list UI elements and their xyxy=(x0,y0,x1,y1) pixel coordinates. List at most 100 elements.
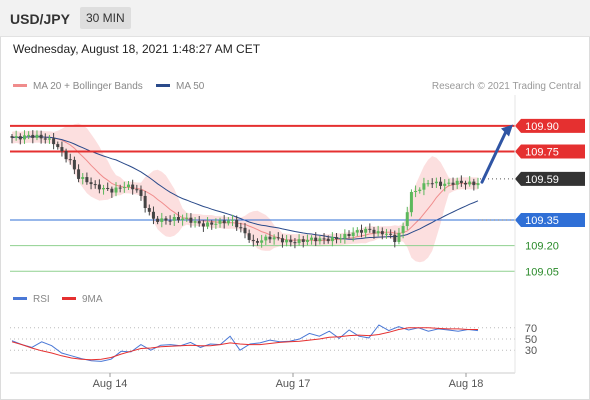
candle-up xyxy=(476,183,480,186)
candle-down xyxy=(326,238,330,242)
candle-down xyxy=(139,189,143,196)
candle-down xyxy=(143,195,147,209)
ma20-legend-swatch xyxy=(13,84,27,87)
candle-up xyxy=(305,239,309,242)
candle-up xyxy=(355,230,359,233)
candle-up xyxy=(114,187,118,193)
candle-up xyxy=(272,237,276,240)
candle-down xyxy=(239,227,243,229)
candle-up xyxy=(22,135,26,140)
candle-down xyxy=(335,237,339,240)
candle-down xyxy=(168,220,172,222)
candle-up xyxy=(172,216,176,221)
candle-down xyxy=(97,184,101,190)
candle-up xyxy=(318,238,322,242)
candle-up xyxy=(409,191,413,213)
candle-down xyxy=(85,177,89,183)
candle-up xyxy=(455,180,459,185)
candle-up xyxy=(185,217,189,219)
candle-up xyxy=(426,183,430,185)
candle-up xyxy=(218,220,222,224)
candle-down xyxy=(360,230,363,233)
level-label-109.05: 109.05 xyxy=(525,266,559,278)
level-tag-bg xyxy=(515,118,585,133)
ma50-legend-swatch xyxy=(156,84,170,87)
candle-up xyxy=(297,239,301,244)
candle-down xyxy=(222,220,226,224)
candle-down xyxy=(197,221,201,224)
candle-up xyxy=(401,226,405,233)
price-levels: 109.90 109.75 109.59 109.35 109.20 109.05 xyxy=(10,118,585,278)
x-tick-label: Aug 17 xyxy=(276,378,311,390)
candle-up xyxy=(330,237,334,242)
rsi-tick-50: 50 xyxy=(525,334,537,346)
x-axis: Aug 14 Aug 17 Aug 18 xyxy=(10,95,516,390)
candle-up xyxy=(264,236,268,241)
candle-up xyxy=(414,190,418,192)
candle-down xyxy=(247,233,251,240)
level-tag-bg xyxy=(515,144,585,159)
candle-down xyxy=(201,223,205,227)
candle-down xyxy=(31,134,35,138)
candle-down xyxy=(39,134,43,139)
candle-down xyxy=(156,218,160,222)
candle-up xyxy=(226,220,230,224)
level-tag-bg xyxy=(515,171,585,186)
candlesticks xyxy=(10,130,480,249)
candle-down xyxy=(293,242,297,244)
candle-down xyxy=(451,182,455,185)
candle-down xyxy=(131,184,135,190)
candle-up xyxy=(35,134,39,138)
candle-down xyxy=(10,136,14,138)
candle-up xyxy=(434,181,438,184)
level-tag-109.75: 109.75 xyxy=(515,144,585,159)
candle-up xyxy=(310,237,314,240)
level-tag-109.59: 109.59 xyxy=(515,171,585,186)
candle-down xyxy=(72,159,76,170)
candle-down xyxy=(176,216,180,221)
rsi-tick-70: 70 xyxy=(525,323,537,335)
rsi-tick-30: 30 xyxy=(525,345,537,357)
candle-up xyxy=(47,138,51,140)
x-tick-label: Aug 18 xyxy=(449,378,484,390)
x-tick-label: Aug 14 xyxy=(93,378,128,390)
arrow-head xyxy=(501,124,513,137)
candle-up xyxy=(231,219,235,221)
candle-up xyxy=(181,218,185,221)
candle-up xyxy=(418,189,422,191)
bollinger-band-area xyxy=(12,123,478,263)
candle-down xyxy=(347,233,351,237)
candle-up xyxy=(397,232,401,243)
interval-button[interactable]: 30 MIN xyxy=(80,7,131,29)
candle-down xyxy=(110,188,114,193)
candle-up xyxy=(127,184,130,188)
level-label-109.20: 109.20 xyxy=(525,241,559,253)
level-tag-bg xyxy=(515,212,585,227)
candle-down xyxy=(268,236,272,240)
candle-down xyxy=(18,136,22,140)
candle-up xyxy=(102,187,106,190)
header-bar: USD/JPY 30 MIN xyxy=(0,0,590,37)
candle-up xyxy=(206,222,210,227)
ma50-legend-label: MA 50 xyxy=(176,81,205,92)
candle-down xyxy=(68,159,72,161)
candle-down xyxy=(235,219,239,228)
trend-arrow xyxy=(480,124,513,184)
candle-up xyxy=(443,183,447,186)
level-tag-text: 109.75 xyxy=(525,147,559,159)
candle-down xyxy=(43,138,47,140)
rsi-legend-label: RSI xyxy=(33,294,50,305)
candle-down xyxy=(251,239,255,242)
rsi-ma-legend-label: 9MA xyxy=(82,294,103,305)
candle-down xyxy=(372,229,376,234)
rsi-line xyxy=(11,324,479,362)
candle-down xyxy=(106,187,110,189)
candle-down xyxy=(459,180,463,183)
candle-down xyxy=(430,183,434,185)
candle-up xyxy=(351,232,355,237)
candle-down xyxy=(289,239,293,243)
candle-down xyxy=(52,138,56,145)
candle-up xyxy=(376,231,380,234)
